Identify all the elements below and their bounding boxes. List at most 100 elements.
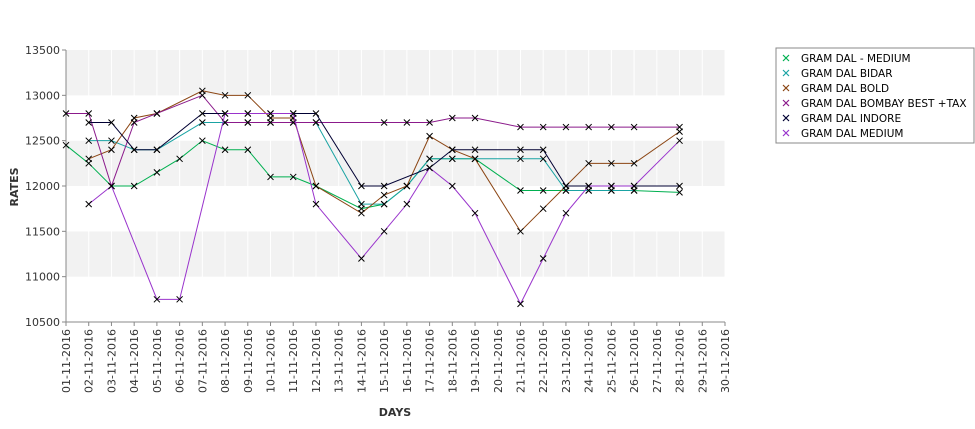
y-axis-ticks: 10500 11000 11500 12000 12500 13000 13500 [25, 44, 66, 329]
axes [62, 50, 725, 326]
data-point [130, 146, 138, 154]
grid-band [66, 231, 725, 277]
data-point [426, 132, 433, 140]
data-point [289, 173, 297, 181]
legend-label: GRAM DAL BOMBAY BEST +TAX [801, 98, 967, 110]
x-tick-label: 05-11-2016 [151, 329, 164, 393]
x-tick-label: 23-11-2016 [560, 329, 573, 393]
data-point [62, 110, 70, 117]
data-point [221, 110, 229, 117]
data-point [358, 209, 365, 217]
grid-band [66, 95, 725, 141]
data-point [312, 200, 320, 208]
data-point [312, 110, 320, 117]
data-point [517, 123, 524, 131]
y-tick-label: 12500 [25, 135, 60, 148]
data-point [448, 182, 456, 190]
series-group [62, 91, 683, 190]
data-point [585, 159, 593, 167]
data-point [267, 119, 274, 126]
data-point [153, 295, 161, 303]
x-axis-ticks: 01-11-2016 02-11-2016 03-11-2016 04-11-2016… [60, 322, 732, 393]
y-tick-label: 13500 [25, 44, 60, 57]
legend-marker [782, 129, 790, 137]
plot-area-bands [66, 50, 725, 322]
legend-marker [782, 99, 790, 107]
data-point [153, 146, 161, 154]
x-tick-label: 28-11-2016 [674, 329, 687, 393]
data-point [585, 182, 593, 190]
legend-marker [782, 54, 790, 62]
data-point [85, 137, 93, 145]
data-point [471, 146, 479, 154]
data-point [608, 123, 615, 131]
data-point [176, 295, 183, 303]
data-point [267, 173, 274, 181]
x-tick-label: 12-11-2016 [310, 329, 323, 393]
data-point [517, 146, 524, 154]
series-layer [62, 87, 683, 308]
data-point [403, 182, 411, 190]
data-point [448, 155, 456, 163]
x-tick-label: 29-11-2016 [696, 329, 709, 393]
data-point [221, 146, 229, 154]
legend-label: GRAM DAL BIDAR [801, 68, 893, 80]
legend: GRAM DAL - MEDIUM GRAM DAL BIDAR GRAM DAL … [775, 47, 975, 144]
x-tick-label: 20-11-2016 [492, 329, 505, 393]
data-point [312, 119, 320, 126]
x-tick-label: 18-11-2016 [446, 329, 459, 393]
x-axis-title: DAYS [379, 406, 412, 419]
data-point [108, 137, 115, 145]
y-tick-label: 10500 [25, 316, 60, 329]
x-tick-label: 13-11-2016 [333, 329, 346, 393]
x-tick-label: 08-11-2016 [219, 329, 232, 393]
data-point [562, 123, 570, 131]
data-point [608, 159, 615, 167]
data-point [85, 155, 93, 163]
x-tick-label: 15-11-2016 [378, 329, 391, 393]
data-point [153, 110, 161, 117]
data-point [176, 155, 183, 163]
data-point [244, 146, 252, 154]
x-tick-label: 01-11-2016 [60, 329, 73, 393]
y-tick-label: 12000 [25, 180, 60, 193]
series-line [88, 112, 680, 187]
x-tick-label: 10-11-2016 [265, 329, 278, 393]
data-point [85, 110, 93, 117]
data-point [608, 182, 615, 190]
data-point [108, 146, 115, 154]
y-tick-label: 13000 [25, 89, 60, 102]
x-tick-label: 21-11-2016 [514, 329, 527, 393]
data-point [403, 119, 411, 126]
data-point [517, 187, 524, 194]
data-point [312, 182, 320, 190]
x-tick-label: 22-11-2016 [537, 329, 550, 393]
x-tick-label: 06-11-2016 [174, 329, 187, 393]
data-point [562, 209, 570, 217]
data-point [358, 200, 365, 208]
x-tick-label: 24-11-2016 [583, 329, 596, 393]
legend-label: GRAM DAL MEDIUM [801, 128, 903, 140]
data-point [85, 119, 93, 126]
data-point [517, 300, 524, 308]
x-tick-label: 04-11-2016 [128, 329, 141, 393]
legend-label: GRAM DAL INDORE [801, 113, 901, 125]
legend-marker [782, 114, 790, 122]
data-point [221, 91, 229, 99]
data-point [244, 91, 252, 99]
data-point [358, 182, 365, 190]
x-tick-label: 16-11-2016 [401, 329, 414, 393]
data-point [198, 110, 206, 117]
data-point [517, 155, 524, 163]
x-tick-label: 11-11-2016 [287, 329, 300, 393]
data-point [539, 123, 547, 131]
vertical-grid [65, 50, 726, 322]
data-point [676, 182, 683, 190]
data-point [289, 110, 297, 117]
x-tick-label: 09-11-2016 [242, 329, 255, 393]
x-tick-label: 17-11-2016 [424, 329, 437, 393]
x-tick-label: 27-11-2016 [651, 329, 664, 393]
legend-marker [782, 84, 790, 92]
data-point [471, 209, 479, 217]
data-point [198, 119, 206, 126]
